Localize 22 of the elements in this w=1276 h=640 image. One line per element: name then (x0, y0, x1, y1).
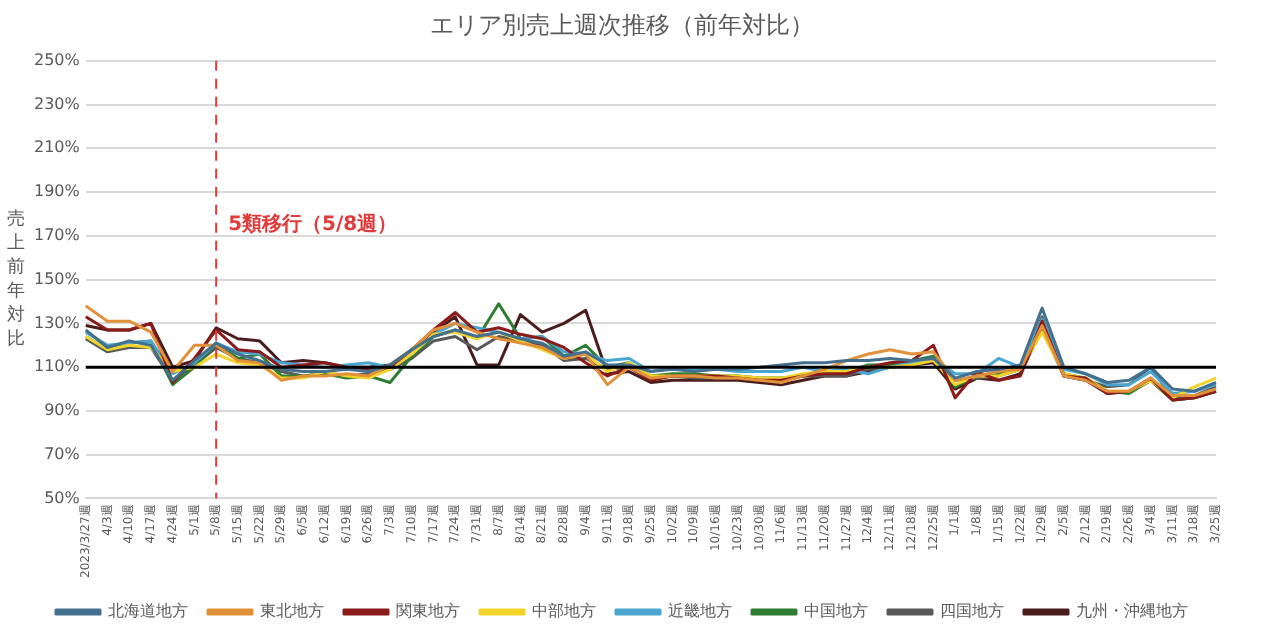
y-tick-label: 250% (33, 50, 81, 69)
y-tick-label: 210% (33, 138, 81, 157)
y-tick-label: 150% (33, 269, 81, 288)
legend-label: 関東地方 (396, 602, 460, 621)
y-axis-title: 売上前年対比 (7, 208, 25, 351)
y-tick-label: 110% (33, 357, 81, 376)
legend-label: 東北地方 (260, 602, 324, 621)
y-tick-label: 130% (33, 313, 81, 332)
y-tick-label: 90% (44, 401, 81, 420)
ref-line-label: 5類移行（5/8週） (228, 212, 398, 237)
legend-label: 四国地方 (940, 602, 1004, 621)
chart-title: エリア別売上週次推移（前年対比） (430, 10, 814, 39)
legend-label: 近畿地方 (668, 602, 732, 621)
y-tick-label: 230% (33, 94, 81, 113)
legend-label: 中部地方 (532, 602, 596, 621)
y-tick-label: 50% (44, 488, 81, 507)
y-tick-label: 170% (33, 226, 81, 245)
legend-label: 中国地方 (804, 602, 868, 621)
legend-label: 北海道地方 (108, 602, 188, 621)
y-tick-label: 70% (44, 444, 81, 463)
y-tick-label: 190% (33, 182, 81, 201)
legend-label: 九州・沖縄地方 (1076, 602, 1188, 621)
